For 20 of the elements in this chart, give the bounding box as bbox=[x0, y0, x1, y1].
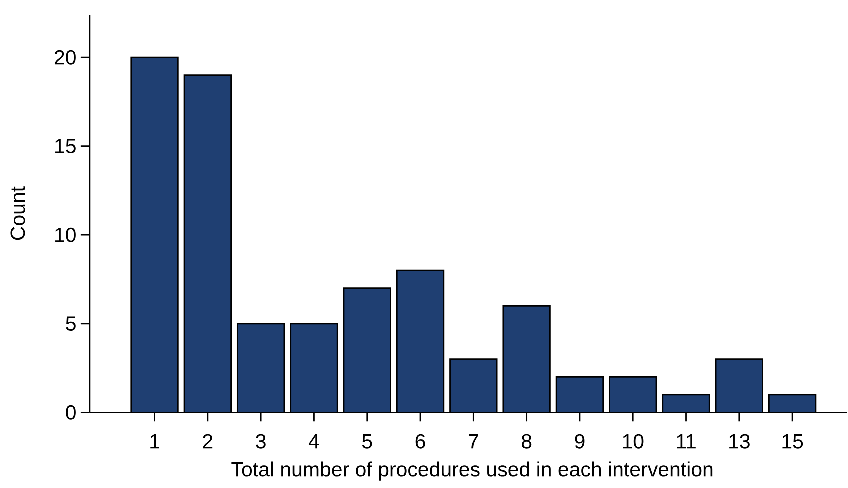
y-tick-label: 0 bbox=[66, 406, 76, 420]
y-tick-label: 5 bbox=[66, 316, 76, 332]
x-tick-label: 7 bbox=[469, 434, 478, 449]
x-tick-label: 3 bbox=[256, 434, 266, 450]
x-tick-label: 6 bbox=[416, 434, 426, 450]
x-tick-label: 9 bbox=[575, 434, 585, 450]
x-tick-label: 4 bbox=[308, 434, 320, 449]
y-axis-title: Count bbox=[10, 186, 26, 240]
x-tick-label: 13 bbox=[730, 434, 750, 450]
x-tick-label: 15 bbox=[782, 434, 804, 450]
x-axis-title: Total number of procedures used in each intervention bbox=[232, 462, 713, 482]
x-tick-label: 5 bbox=[362, 434, 372, 450]
y-tick-label: 20 bbox=[54, 50, 76, 66]
x-tick-label: 1 bbox=[150, 434, 160, 449]
x-tick-label: 11 bbox=[677, 434, 696, 449]
y-tick-label: 10 bbox=[56, 228, 76, 243]
x-tick-label: 2 bbox=[203, 434, 213, 449]
x-tick-label: 8 bbox=[522, 434, 532, 450]
y-tick-label: 15 bbox=[56, 139, 76, 154]
x-tick-label: 10 bbox=[623, 434, 644, 450]
